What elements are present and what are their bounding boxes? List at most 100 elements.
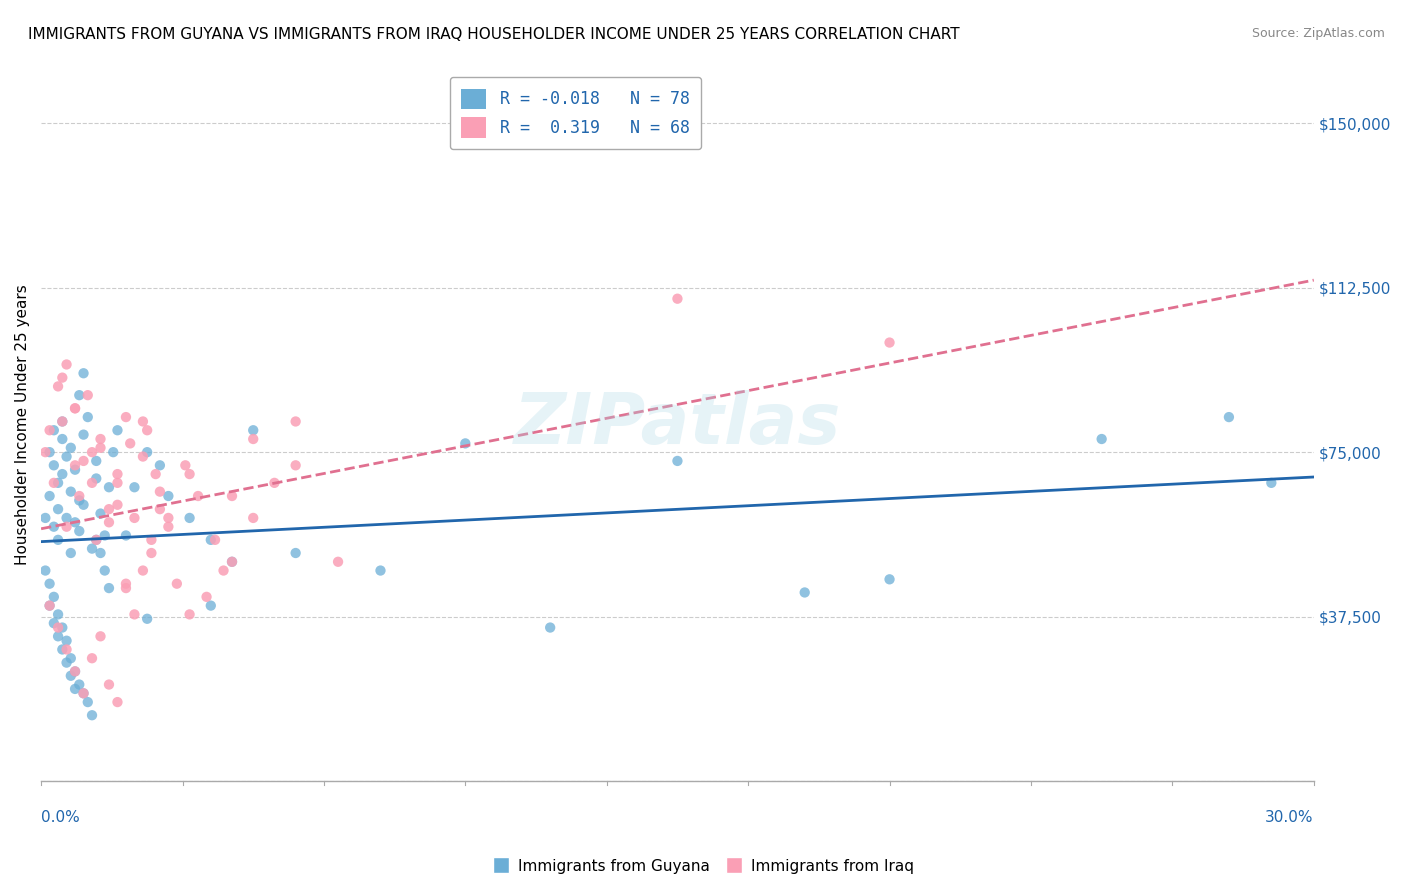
Point: [179, 467, 201, 481]
Point: [107, 467, 129, 481]
Point: [55, 633, 77, 648]
Point: [98, 516, 121, 530]
Point: [59, 669, 82, 683]
Point: [38, 445, 60, 459]
Point: [98, 581, 121, 595]
Point: [55, 511, 77, 525]
Text: IMMIGRANTS FROM GUYANA VS IMMIGRANTS FROM IRAQ HOUSEHOLDER INCOME UNDER 25 YEARS: IMMIGRANTS FROM GUYANA VS IMMIGRANTS FRO…: [28, 27, 960, 42]
Point: [93, 528, 115, 542]
Point: [98, 480, 121, 494]
Point: [89, 507, 111, 521]
Point: [67, 493, 90, 508]
Point: [80, 475, 103, 490]
Point: [284, 546, 307, 560]
Point: [72, 427, 94, 442]
Point: [187, 489, 209, 503]
Point: [136, 445, 159, 459]
Point: [46, 502, 69, 516]
Point: [46, 379, 69, 393]
Point: [34, 564, 56, 578]
Text: Source: ZipAtlas.com: Source: ZipAtlas.com: [1251, 27, 1385, 40]
Point: [72, 454, 94, 468]
Point: [115, 410, 138, 425]
Point: [136, 612, 159, 626]
Point: [80, 651, 103, 665]
Point: [157, 489, 180, 503]
Point: [46, 533, 69, 547]
Point: [67, 677, 90, 691]
Point: [98, 677, 121, 691]
Point: [98, 502, 121, 516]
Point: [221, 555, 243, 569]
Point: [1260, 475, 1282, 490]
Point: [51, 415, 73, 429]
Point: [103, 445, 125, 459]
Text: ZIPatlas: ZIPatlas: [513, 391, 841, 459]
Point: [454, 436, 477, 450]
Point: [157, 519, 180, 533]
Point: [793, 585, 815, 599]
Point: [51, 370, 73, 384]
Point: [72, 366, 94, 380]
Point: [538, 621, 561, 635]
Point: [174, 458, 197, 473]
Legend: R = -0.018   N = 78, R =  0.319   N = 68: R = -0.018 N = 78, R = 0.319 N = 68: [450, 77, 702, 149]
Point: [76, 410, 98, 425]
Point: [72, 498, 94, 512]
Point: [51, 621, 73, 635]
Point: [242, 432, 264, 446]
Point: [55, 519, 77, 533]
Point: [195, 590, 218, 604]
Point: [63, 458, 86, 473]
Point: [63, 665, 86, 679]
Point: [46, 607, 69, 622]
Point: [89, 432, 111, 446]
Point: [84, 533, 107, 547]
Point: [107, 498, 129, 512]
Point: [80, 708, 103, 723]
Point: [55, 358, 77, 372]
Point: [326, 555, 349, 569]
Point: [107, 695, 129, 709]
Point: [221, 489, 243, 503]
Point: [284, 415, 307, 429]
Point: [132, 564, 155, 578]
Point: [55, 450, 77, 464]
Point: [89, 546, 111, 560]
Point: [879, 335, 901, 350]
Point: [157, 511, 180, 525]
Point: [204, 533, 226, 547]
Point: [149, 458, 172, 473]
Point: [93, 564, 115, 578]
Point: [166, 576, 188, 591]
Point: [89, 629, 111, 643]
Point: [132, 415, 155, 429]
Point: [84, 471, 107, 485]
Point: [107, 423, 129, 437]
Point: [38, 599, 60, 613]
Point: [879, 572, 901, 586]
Point: [51, 642, 73, 657]
Point: [38, 423, 60, 437]
Point: [145, 467, 167, 481]
Point: [141, 533, 163, 547]
Point: [42, 475, 65, 490]
Point: [1218, 410, 1240, 425]
Point: [124, 607, 146, 622]
Y-axis label: Householder Income Under 25 years: Householder Income Under 25 years: [15, 285, 30, 566]
Point: [115, 528, 138, 542]
Point: [136, 423, 159, 437]
Point: [46, 475, 69, 490]
Point: [221, 555, 243, 569]
Point: [84, 454, 107, 468]
Point: [72, 686, 94, 700]
Point: [124, 480, 146, 494]
Point: [59, 651, 82, 665]
Point: [76, 388, 98, 402]
Point: [42, 423, 65, 437]
Point: [76, 695, 98, 709]
Point: [72, 686, 94, 700]
Point: [179, 511, 201, 525]
Point: [80, 541, 103, 556]
Point: [666, 454, 689, 468]
